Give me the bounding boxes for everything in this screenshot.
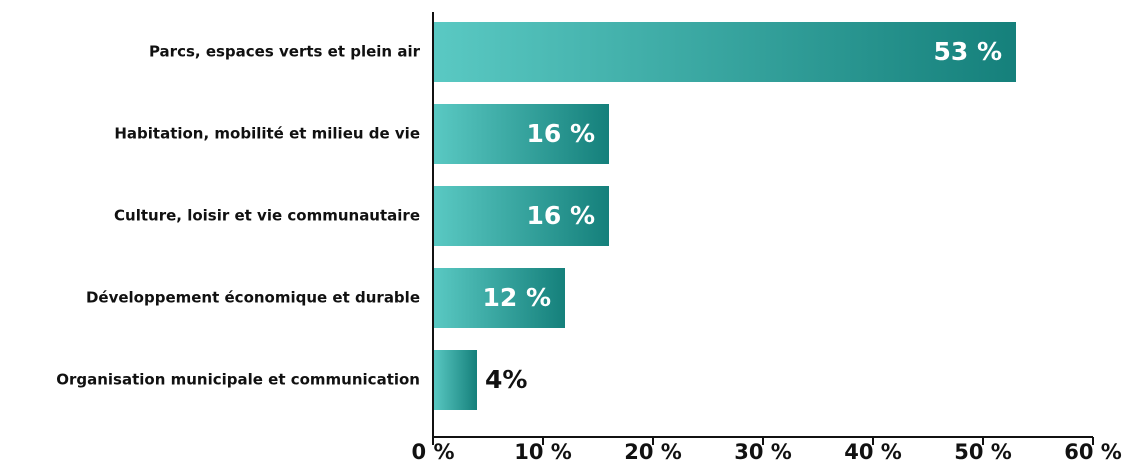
x-tick-label: 40 % [844,440,902,463]
value-label: 53 % [933,37,1002,66]
value-label: 16 % [526,201,595,230]
y-tick-label: Culture, loisir et vie communautaire [114,207,420,225]
x-tick-label: 10 % [514,440,572,463]
value-label: 16 % [526,119,595,148]
x-tick-label: 60 % [1064,440,1122,463]
y-tick-label: Parcs, espaces verts et plein air [149,43,421,61]
bar [433,186,609,246]
y-tick-label: Organisation municipale et communication [56,371,420,389]
bar [433,350,477,410]
x-tick-label: 20 % [624,440,682,463]
x-tick-label: 50 % [954,440,1012,463]
y-tick-label: Habitation, mobilité et milieu de vie [114,125,420,143]
value-label: 12 % [482,283,551,312]
bar [433,268,565,328]
x-tick-label: 30 % [734,440,792,463]
bar [433,22,1016,82]
bar [433,104,609,164]
y-tick-label: Développement économique et durable [86,289,420,307]
x-tick-label: 0 % [412,440,455,463]
value-label: 4% [485,365,527,394]
